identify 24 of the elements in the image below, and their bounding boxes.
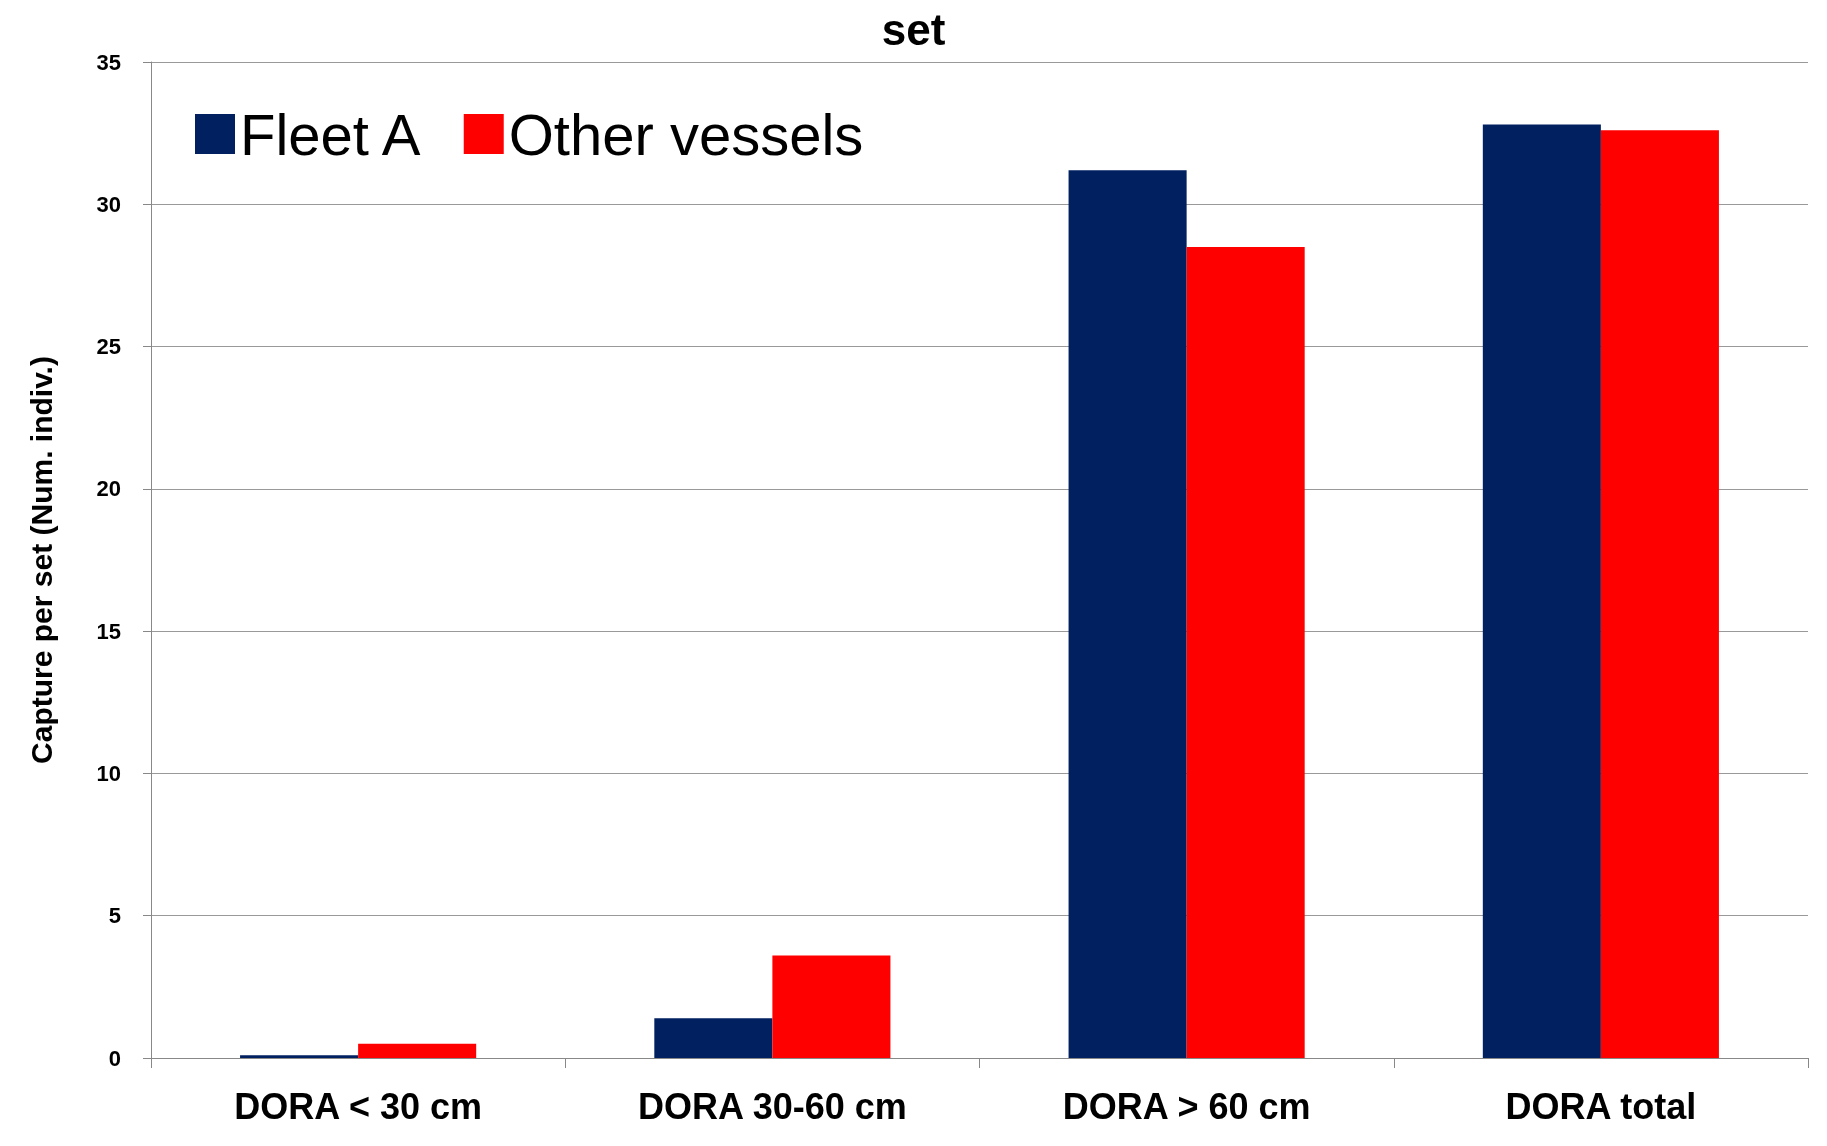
bar	[1482, 124, 1601, 1058]
bar	[654, 1018, 773, 1058]
chart-title: set	[881, 4, 946, 54]
y-tick-label: 25	[96, 334, 121, 360]
bar	[772, 955, 891, 1058]
y-tick-label: 5	[108, 903, 121, 929]
y-tick-label: 15	[96, 618, 121, 644]
legend-label: Fleet A	[240, 101, 421, 167]
bar	[358, 1043, 477, 1058]
y-tick-label: 10	[96, 760, 121, 786]
bar	[240, 1055, 359, 1058]
y-tick-label: 20	[96, 476, 121, 502]
x-tick-label: DORA < 30 cm	[234, 1085, 483, 1127]
y-tick-label: 0	[108, 1045, 121, 1071]
bar	[1600, 130, 1719, 1058]
x-tick-label: DORA 30-60 cm	[637, 1085, 907, 1127]
x-tick-label: DORA total	[1505, 1085, 1697, 1127]
x-tick-label: DORA > 60 cm	[1062, 1085, 1311, 1127]
y-axis-title: Capture per set (Num. indiv.)	[24, 356, 58, 764]
y-tick-label: 30	[96, 191, 121, 217]
bar	[1068, 170, 1187, 1058]
y-tick-label: 35	[96, 49, 121, 75]
bar	[1186, 246, 1305, 1058]
legend-label: Other vessels	[508, 101, 864, 167]
